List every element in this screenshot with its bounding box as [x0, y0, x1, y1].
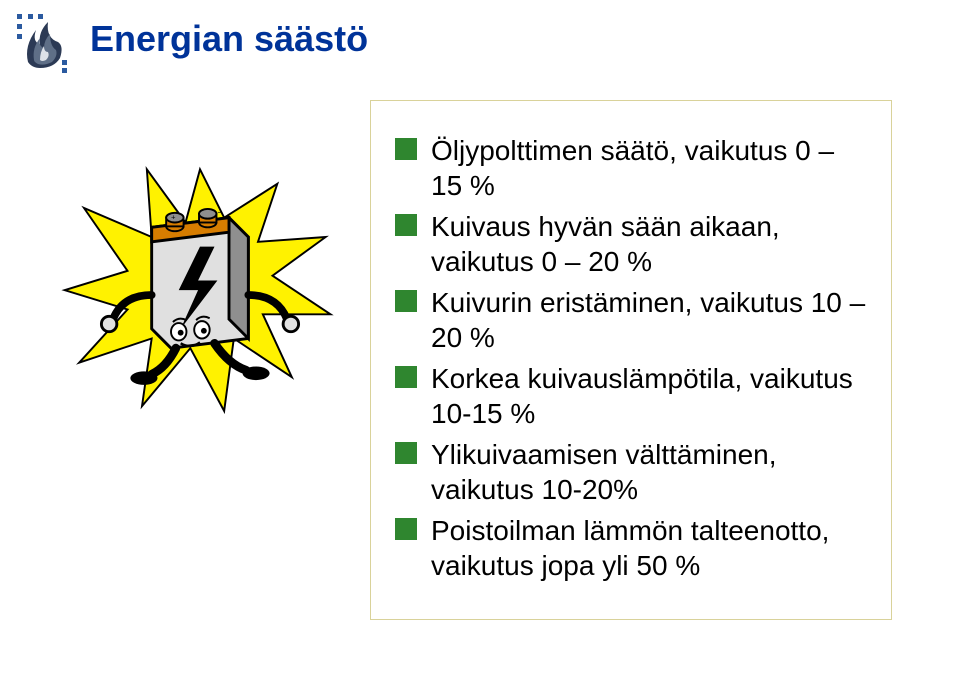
svg-text:+: + [171, 213, 176, 222]
list-item: Ylikuivaamisen välttäminen, vaikutus 10-… [395, 437, 871, 507]
bullet-text: Ylikuivaamisen välttäminen, vaikutus 10-… [431, 439, 777, 505]
bullet-text: Poistoilman lämmön talteenotto, vaikutus… [431, 515, 829, 581]
bullet-list: Öljypolttimen säätö, vaikutus 0 – 15 % K… [395, 133, 871, 583]
list-item: Poistoilman lämmön talteenotto, vaikutus… [395, 513, 871, 583]
svg-text:−: − [217, 208, 223, 219]
list-item: Kuivaus hyvän sään aikaan, vaikutus 0 – … [395, 209, 871, 279]
content-box: Öljypolttimen säätö, vaikutus 0 – 15 % K… [370, 100, 892, 620]
bullet-text: Korkea kuivauslämpötila, vaikutus 10-15 … [431, 363, 853, 429]
battery-clipart-icon: + − [55, 150, 345, 440]
bullet-text: Öljypolttimen säätö, vaikutus 0 – 15 % [431, 135, 834, 201]
flame-logo-icon [14, 12, 76, 74]
slide: Energian säästö + − [0, 0, 960, 681]
list-item: Öljypolttimen säätö, vaikutus 0 – 15 % [395, 133, 871, 203]
bullet-text: Kuivurin eristäminen, vaikutus 10 – 20 % [431, 287, 865, 353]
list-item: Kuivurin eristäminen, vaikutus 10 – 20 % [395, 285, 871, 355]
list-item: Korkea kuivauslämpötila, vaikutus 10-15 … [395, 361, 871, 431]
bullet-text: Kuivaus hyvän sään aikaan, vaikutus 0 – … [431, 211, 780, 277]
page-title: Energian säästö [90, 18, 368, 60]
